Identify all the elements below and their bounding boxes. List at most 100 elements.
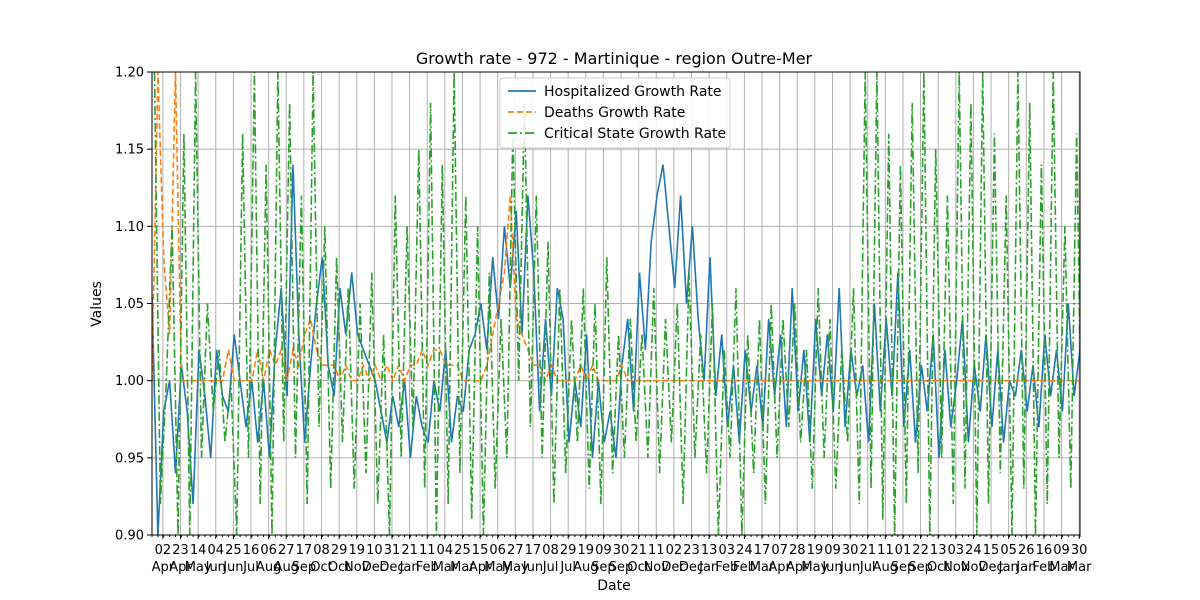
x-tick-month-label: Feb xyxy=(715,560,738,575)
x-tick-month-label: Dec xyxy=(679,560,704,575)
x-tick-month-label: Mar xyxy=(433,560,458,575)
x-tick-month-label: Jun xyxy=(522,560,543,575)
x-tick-day-label: 11 xyxy=(648,543,665,558)
x-tick-month-label: Mar xyxy=(450,560,475,575)
x-tick-month-label: Aug xyxy=(873,560,898,575)
x-tick-month-label: Mar xyxy=(1049,560,1074,575)
x-tick-day-label: 14 xyxy=(190,543,207,558)
x-tick-day-label: 30 xyxy=(842,543,859,558)
x-tick-day-label: 13 xyxy=(930,543,947,558)
x-tick-day-label: 27 xyxy=(507,543,524,558)
x-tick-day-label: 09 xyxy=(595,543,612,558)
x-tick-day-label: 24 xyxy=(965,543,982,558)
x-tick-month-label: Jan xyxy=(399,560,420,575)
y-tick-label: 1.10 xyxy=(115,220,144,235)
x-tick-month-label: Apr xyxy=(152,560,175,575)
x-tick-day-label: 23 xyxy=(172,543,189,558)
x-tick-month-label: Aug xyxy=(274,560,299,575)
x-tick-day-label: 22 xyxy=(912,543,929,558)
x-tick-day-label: 21 xyxy=(859,543,876,558)
x-tick-month-label: May xyxy=(502,560,529,575)
x-tick-month-label: Nov xyxy=(943,560,969,575)
x-tick-day-label: 25 xyxy=(225,543,242,558)
y-axis-label: Values xyxy=(89,281,105,327)
x-tick-day-label: 19 xyxy=(807,543,824,558)
y-tick-label: 1.15 xyxy=(115,143,144,158)
x-tick-month-label: Oct xyxy=(627,560,649,575)
x-tick-month-label: May xyxy=(484,560,511,575)
x-tick-day-label: 03 xyxy=(718,543,735,558)
x-tick-month-label: Jun xyxy=(821,560,842,575)
x-tick-day-label: 31 xyxy=(384,543,401,558)
x-tick-month-label: Aug xyxy=(573,560,598,575)
x-tick-month-label: Nov xyxy=(644,560,670,575)
x-tick-month-label: Dec xyxy=(362,560,387,575)
chart-title: Growth rate - 972 - Martinique - region … xyxy=(416,49,813,68)
legend: Hospitalized Growth Rate Deaths Growth Ra… xyxy=(499,77,731,149)
x-tick-month-label: Jun xyxy=(205,560,226,575)
y-tick-label: 1.00 xyxy=(115,374,144,389)
legend-label: Deaths Growth Rate xyxy=(544,105,685,121)
x-tick-month-label: Sep xyxy=(908,560,933,575)
series-line-0 xyxy=(152,164,1080,535)
x-tick-month-label: Jul xyxy=(859,560,876,575)
x-tick-day-label: 04 xyxy=(437,543,454,558)
legend-label: Critical State Growth Rate xyxy=(544,126,726,142)
x-tick-month-label: Dec xyxy=(661,560,686,575)
x-tick-month-label: Sep xyxy=(891,560,916,575)
legend-box xyxy=(499,77,731,149)
x-tick-month-label: Mar xyxy=(750,560,775,575)
x-tick-day-label: 17 xyxy=(754,543,771,558)
x-tick-month-label: Aug xyxy=(256,560,281,575)
x-tick-month-label: Jun xyxy=(222,560,243,575)
x-axis-ticks: 02 Apr 23 Apr 14 May 04 Jun 25 Jun 16 Jul 06 Aug 27 Aug… xyxy=(151,535,1092,575)
x-tick-month-label: May xyxy=(185,560,212,575)
x-tick-day-label: 27 xyxy=(278,543,295,558)
x-tick-month-label: Apr xyxy=(786,560,809,575)
x-tick-day-label: 19 xyxy=(578,543,595,558)
x-tick-month-label: Jan xyxy=(998,560,1019,575)
x-tick-month-label: Jun xyxy=(839,560,860,575)
y-tick-label: 0.95 xyxy=(115,451,144,466)
x-tick-day-label: 26 xyxy=(1018,543,1035,558)
y-tick-label: 1.20 xyxy=(115,66,144,81)
x-tick-day-label: 15 xyxy=(983,543,1000,558)
x-tick-month-label: Jan xyxy=(1015,560,1036,575)
x-tick-day-label: 21 xyxy=(630,543,647,558)
x-tick-day-label: 10 xyxy=(366,543,383,558)
x-tick-month-label: Sep xyxy=(292,560,317,575)
x-tick-month-label: Nov xyxy=(961,560,987,575)
x-tick-month-label: Oct xyxy=(310,560,332,575)
x-tick-day-label: 06 xyxy=(260,543,277,558)
x-tick-day-label: 02 xyxy=(155,543,172,558)
x-tick-day-label: 30 xyxy=(1071,543,1088,558)
x-tick-day-label: 13 xyxy=(701,543,718,558)
x-tick-day-label: 16 xyxy=(1036,543,1053,558)
x-tick-month-label: May xyxy=(801,560,828,575)
x-tick-day-label: 29 xyxy=(560,543,577,558)
x-tick-day-label: 29 xyxy=(331,543,348,558)
x-tick-day-label: 21 xyxy=(401,543,418,558)
x-tick-day-label: 04 xyxy=(207,543,224,558)
series-lines xyxy=(152,72,1080,535)
x-tick-month-label: Dec xyxy=(379,560,404,575)
x-tick-day-label: 06 xyxy=(489,543,506,558)
x-tick-month-label: Sep xyxy=(609,560,634,575)
x-tick-month-label: Dec xyxy=(978,560,1003,575)
x-tick-day-label: 17 xyxy=(525,543,542,558)
x-tick-day-label: 15 xyxy=(472,543,489,558)
x-tick-month-label: Sep xyxy=(591,560,616,575)
x-tick-day-label: 08 xyxy=(542,543,559,558)
x-tick-day-label: 07 xyxy=(771,543,788,558)
x-tick-day-label: 02 xyxy=(666,543,683,558)
x-tick-day-label: 09 xyxy=(1053,543,1070,558)
x-tick-month-label: Jul xyxy=(559,560,576,575)
x-tick-month-label: Mar xyxy=(1067,560,1092,575)
x-tick-day-label: 08 xyxy=(313,543,330,558)
x-tick-day-label: 01 xyxy=(895,543,912,558)
x-tick-day-label: 11 xyxy=(419,543,436,558)
legend-label: Hospitalized Growth Rate xyxy=(544,84,722,100)
series-line-2 xyxy=(153,72,1080,535)
x-tick-day-label: 23 xyxy=(683,543,700,558)
